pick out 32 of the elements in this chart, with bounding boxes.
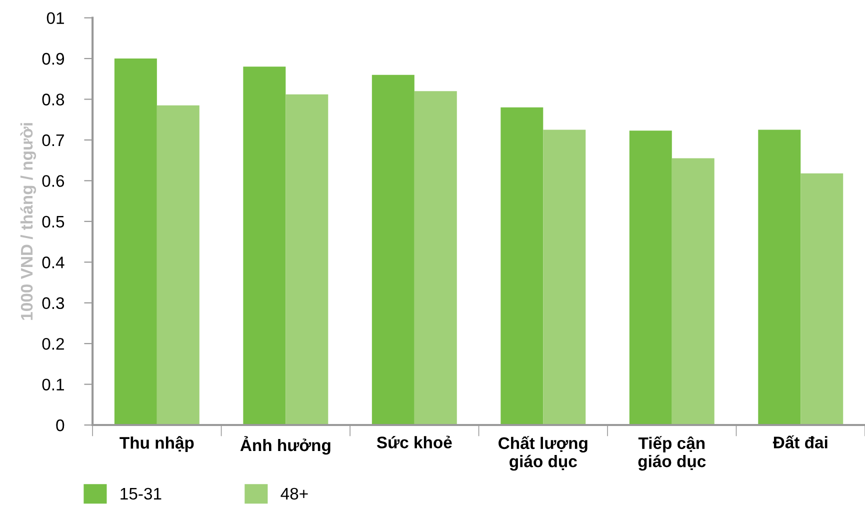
y-tick-label: 0.2 [42, 338, 64, 350]
x-tick-label: Thu nhập [120, 436, 194, 452]
y-tick-label: 0.6 [42, 175, 64, 187]
legend-label: 48+ [280, 488, 308, 500]
y-tick-label: 0.1 [42, 378, 64, 390]
bar [629, 130, 672, 426]
bar [156, 105, 200, 426]
bar [243, 66, 286, 426]
y-tick-label: 0.9 [42, 52, 64, 65]
bar [758, 130, 801, 426]
bar [500, 107, 544, 426]
x-tick-label: Chất lượng giáo dục [498, 436, 588, 471]
y-axis-title: 1000 VND / tháng / người [20, 123, 36, 320]
y-tick-label: 0.7 [42, 134, 64, 146]
x-tick-label: Sức khoẻ [376, 436, 452, 448]
bar [414, 91, 457, 426]
y-tick-label: 0.3 [42, 297, 64, 310]
y-tick-label: 0.5 [42, 216, 64, 228]
legend-label: 15-31 [120, 488, 162, 500]
y-tick-label: 01 [46, 12, 64, 24]
bar [800, 173, 844, 426]
bar [114, 58, 157, 426]
y-tick-label: 0 [56, 419, 64, 432]
y-tick-label: 0.4 [42, 256, 64, 268]
bar [372, 74, 414, 426]
x-tick-label: Đất đai [772, 435, 828, 448]
x-tick-label: Ảnh hưởng [240, 436, 330, 455]
bar [543, 130, 586, 426]
y-tick-label: 0.8 [42, 94, 64, 106]
bar [286, 94, 328, 426]
bar [672, 158, 714, 426]
x-tick-label: Tiếp cận giáo dục [638, 436, 706, 471]
